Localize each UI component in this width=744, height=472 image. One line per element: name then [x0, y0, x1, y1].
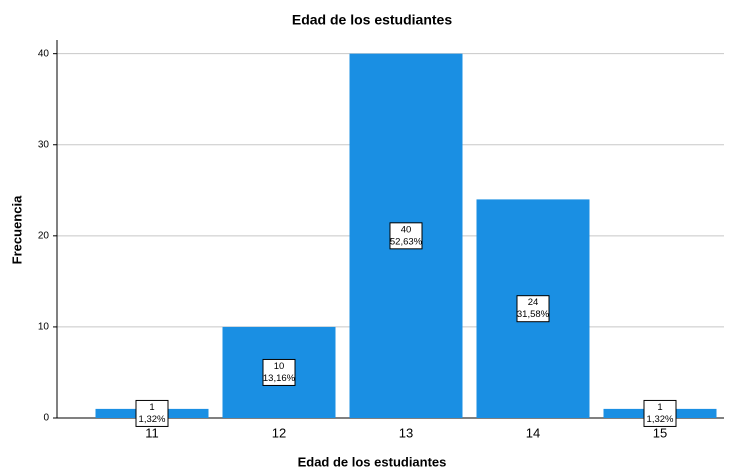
data-label-count: 1 [657, 402, 662, 413]
data-label-count: 10 [274, 361, 285, 372]
x-tick-label: 14 [526, 425, 540, 440]
x-tick-label: 13 [399, 425, 413, 440]
y-tick-label: 30 [38, 139, 50, 150]
data-label-count: 24 [528, 297, 539, 308]
y-axis-title: Frecuencia [9, 195, 24, 264]
data-label-box [389, 222, 423, 250]
data-label-box [516, 295, 550, 323]
data-label-box [262, 358, 296, 386]
data-label-percent: 1,32% [139, 414, 166, 425]
x-tick-label: 15 [653, 425, 667, 440]
x-tick-label: 11 [145, 425, 159, 440]
data-label-count: 40 [401, 224, 412, 235]
data-label-percent: 31,58% [517, 309, 550, 320]
chart-title: Edad de los estudiantes [292, 12, 452, 28]
data-label-percent: 52,63% [390, 236, 423, 247]
data-label-percent: 13,16% [263, 373, 296, 384]
y-tick-label: 0 [43, 413, 49, 424]
y-tick-label: 20 [38, 230, 50, 241]
data-label-box [135, 399, 169, 427]
data-label-percent: 1,32% [647, 414, 674, 425]
data-label-count: 1 [149, 402, 154, 413]
x-axis-title: Edad de los estudiantes [298, 454, 447, 469]
data-label-box [643, 399, 677, 427]
y-tick-label: 40 [38, 48, 50, 59]
y-tick-label: 10 [38, 322, 50, 333]
x-tick-label: 12 [272, 425, 286, 440]
